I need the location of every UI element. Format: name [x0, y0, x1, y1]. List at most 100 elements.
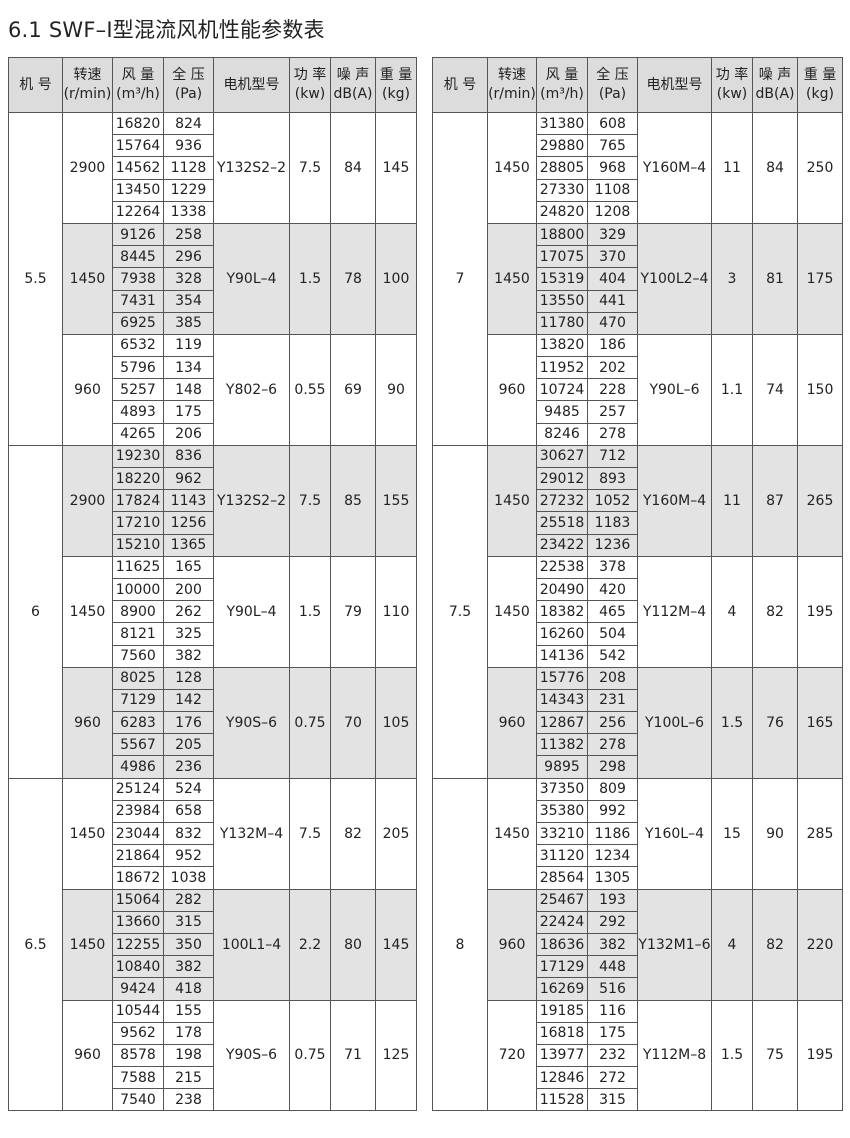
airflow-cell: 13660 [112, 910, 164, 934]
table-row: 22424 292 [433, 910, 843, 934]
airflow-cell: 12255 [112, 932, 164, 957]
noise-cell: 81 [752, 222, 798, 335]
table-row: 10000 200 [9, 577, 417, 602]
weight-cell: 155 [375, 444, 417, 557]
airflow-cell: 8025 [112, 666, 164, 690]
pressure-cell: 142 [163, 688, 214, 713]
pressure-cell: 420 [587, 577, 638, 602]
pressure-cell: 1256 [163, 511, 214, 535]
header-machine-no: 机 号 [8, 57, 63, 113]
header-noise: 噪 声 dB(A) [330, 57, 376, 113]
airflow-cell: 20490 [536, 577, 588, 602]
pressure-cell: 328 [163, 267, 214, 291]
pressure-cell: 116 [587, 999, 638, 1023]
pressure-cell: 206 [163, 422, 214, 446]
pressure-cell: 175 [587, 1021, 638, 1045]
noise-cell: 78 [330, 222, 376, 335]
table-row: 16269 516 [433, 977, 843, 1001]
airflow-cell: 28805 [536, 156, 588, 180]
table-row: 8 1450 37350 809 Y160L–4 15 90 285 [432, 777, 843, 1112]
table-row: 9485 257 [433, 400, 843, 424]
motor-model-cell: 100L1–4 [213, 888, 290, 1001]
airflow-cell: 23044 [112, 821, 164, 846]
table-row: 17075 370 [433, 245, 843, 269]
pressure-cell: 658 [163, 799, 214, 824]
table-row: 13450 1229 [9, 178, 417, 202]
table-row: 10724 228 [433, 378, 843, 402]
pressure-cell: 350 [163, 932, 214, 957]
power-cell: 11 [711, 112, 753, 224]
noise-cell: 84 [752, 112, 798, 224]
airflow-cell: 24820 [536, 200, 588, 224]
airflow-cell: 18800 [536, 222, 588, 247]
pressure-cell: 832 [163, 821, 214, 846]
table-row: 15319 404 [433, 267, 843, 291]
noise-cell: 79 [330, 555, 376, 668]
table-row: 25518 1183 [433, 511, 843, 535]
header-noise: 噪 声 dB(A) [752, 57, 798, 113]
airflow-cell: 21864 [112, 844, 164, 868]
table-row: 27330 1108 [433, 178, 843, 202]
pressure-cell: 385 [163, 311, 214, 335]
table-row: 960 13820 186 Y90L–6 1.1 74 150 [433, 333, 843, 446]
airflow-cell: 15064 [112, 888, 164, 912]
pressure-cell: 258 [163, 222, 214, 247]
table-row: 4893 175 [9, 400, 417, 424]
pressure-cell: 370 [587, 245, 638, 269]
speed-cell: 960 [487, 333, 537, 446]
pressure-cell: 809 [587, 777, 638, 801]
speed-cell: 960 [487, 666, 537, 779]
page-title: 6.1 SWF–I型混流风机性能参数表 [8, 18, 325, 42]
pressure-cell: 298 [587, 755, 638, 779]
weight-cell: 90 [375, 333, 417, 446]
pressure-cell: 1305 [587, 866, 638, 890]
pressure-cell: 128 [163, 666, 214, 690]
pressure-cell: 232 [587, 1043, 638, 1068]
noise-cell: 69 [330, 333, 376, 446]
machine-no: 7.5 [432, 444, 488, 779]
machine-no: 5.5 [8, 112, 63, 446]
pressure-cell: 504 [587, 622, 638, 646]
pressure-cell: 315 [587, 1088, 638, 1112]
table-row: 960 15776 208 Y100L–6 1.5 76 165 [433, 666, 843, 779]
airflow-cell: 18672 [112, 866, 164, 890]
table-row: 8121 325 [9, 622, 417, 646]
power-cell: 0.55 [289, 333, 331, 446]
motor-model-cell: Y160L–4 [637, 777, 712, 890]
table-row: 960 10544 155 Y90S–6 0.75 71 125 [9, 999, 417, 1112]
table-row: 960 6532 119 Y802–6 0.55 69 90 [9, 333, 417, 446]
motor-model-cell: Y132S2–2 [213, 112, 290, 224]
table-row: 18220 962 [9, 466, 417, 491]
weight-cell: 100 [375, 222, 417, 335]
weight-cell: 105 [375, 666, 417, 779]
motor-model-cell: Y112M–8 [637, 999, 712, 1112]
pressure-cell: 178 [163, 1021, 214, 1045]
speed-cell: 1450 [487, 112, 537, 224]
header-speed: 转速 (r/min) [62, 57, 113, 113]
airflow-cell: 5796 [112, 356, 164, 380]
pressure-cell: 836 [163, 444, 214, 469]
airflow-cell: 8445 [112, 245, 164, 269]
pressure-cell: 175 [163, 400, 214, 424]
table-row: 13550 441 [433, 289, 843, 313]
pressure-cell: 1365 [163, 533, 214, 557]
machine-no: 6 [8, 444, 63, 779]
airflow-cell: 13977 [536, 1043, 588, 1068]
airflow-cell: 15210 [112, 533, 164, 557]
airflow-cell: 7588 [112, 1066, 164, 1090]
noise-cell: 82 [752, 888, 798, 1001]
pressure-cell: 524 [163, 777, 214, 801]
pressure-cell: 441 [587, 289, 638, 313]
table-row: 28564 1305 [433, 866, 843, 890]
airflow-cell: 19185 [536, 999, 588, 1023]
motor-model-cell: Y160M–4 [637, 112, 712, 224]
airflow-cell: 9424 [112, 977, 164, 1001]
power-cell: 0.75 [289, 666, 331, 779]
airflow-cell: 17075 [536, 245, 588, 269]
airflow-cell: 33210 [536, 821, 588, 846]
pressure-cell: 1186 [587, 821, 638, 846]
pressure-cell: 465 [587, 600, 638, 624]
table-row: 960 8025 128 Y90S–6 0.75 70 105 [9, 666, 417, 779]
speed-cell: 1450 [62, 777, 113, 890]
pressure-cell: 1052 [587, 489, 638, 513]
